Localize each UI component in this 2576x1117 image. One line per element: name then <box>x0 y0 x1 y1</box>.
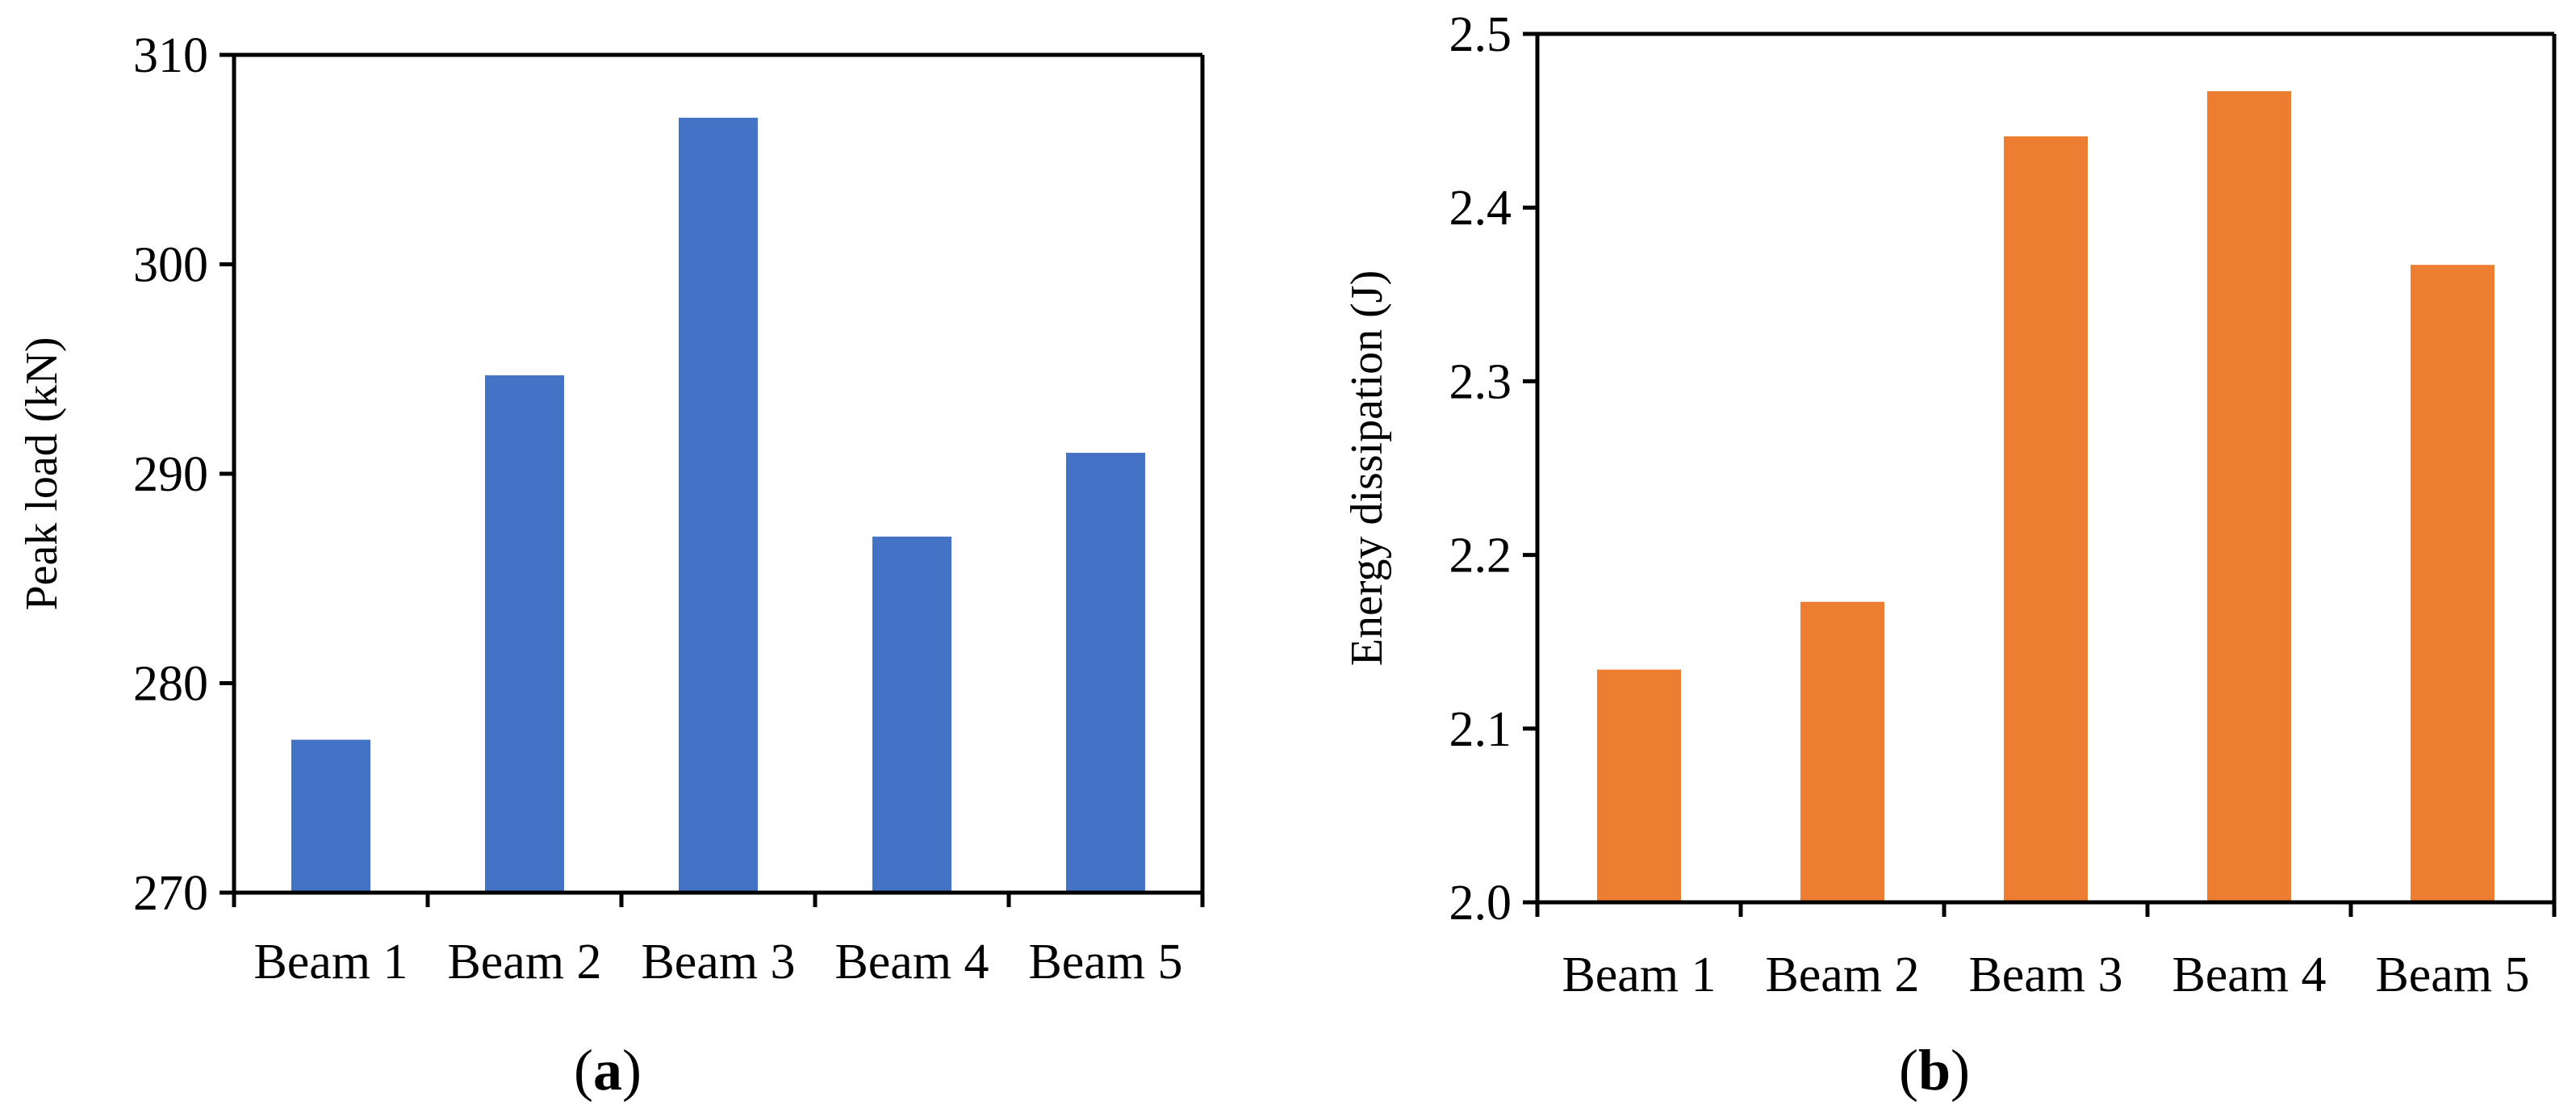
x-tick-label: Beam 3 <box>641 935 795 989</box>
y-tick-label: 2.2 <box>1449 529 1512 584</box>
y-tick-label: 2.1 <box>1449 702 1512 757</box>
y-tick-label: 2.0 <box>1449 876 1512 931</box>
y-tick-label: 2.5 <box>1449 7 1512 62</box>
panel-label: (b) <box>1899 1038 1970 1102</box>
y-tick-label: 2.3 <box>1449 354 1512 409</box>
x-tick-label: Beam 5 <box>1028 935 1182 989</box>
chart-panel-a: 270 280 290 300 310 Beam 1 Beam 2 Beam 3 Beam 4 B… <box>17 28 1205 1102</box>
x-tick-label: Beam 1 <box>1562 948 1716 1002</box>
x-tick-label: Beam 5 <box>2375 948 2529 1002</box>
bar-beam-1 <box>291 739 370 893</box>
bar-beam-5 <box>1066 453 1145 893</box>
y-tick-label: 310 <box>133 28 208 83</box>
panel-label: (a) <box>574 1038 642 1102</box>
bar-beam-3 <box>2004 136 2088 902</box>
x-tick-label: Beam 3 <box>1968 948 2122 1002</box>
chart-panel-b: 2.0 2.1 2.2 2.3 2.4 2.5 Beam 1 Beam 2 Beam 3 Beam… <box>1342 7 2557 1102</box>
y-tick-label: 270 <box>133 866 208 921</box>
bar-beam-2 <box>1800 601 1884 902</box>
bar-beam-2 <box>485 375 564 893</box>
y-tick-label: 2.4 <box>1449 181 1512 236</box>
x-tick-label: Beam 1 <box>253 935 408 989</box>
bar-beam-3 <box>679 117 758 893</box>
y-axis-title: Peak load (kN) <box>17 337 67 610</box>
bar-beam-1 <box>1597 669 1681 902</box>
x-tick-label: Beam 2 <box>447 935 601 989</box>
bar-beam-4 <box>872 536 951 893</box>
y-tick-label: 300 <box>133 238 208 293</box>
y-tick-label: 280 <box>133 657 208 712</box>
bar-beam-4 <box>2207 91 2291 903</box>
y-axis-title: Energy dissipation (J) <box>1342 270 1392 666</box>
bar-beam-5 <box>2411 265 2494 902</box>
x-tick-label: Beam 4 <box>2172 948 2326 1002</box>
y-tick-label: 290 <box>133 447 208 502</box>
x-tick-label: Beam 4 <box>834 935 989 989</box>
x-tick-label: Beam 2 <box>1765 948 1919 1002</box>
